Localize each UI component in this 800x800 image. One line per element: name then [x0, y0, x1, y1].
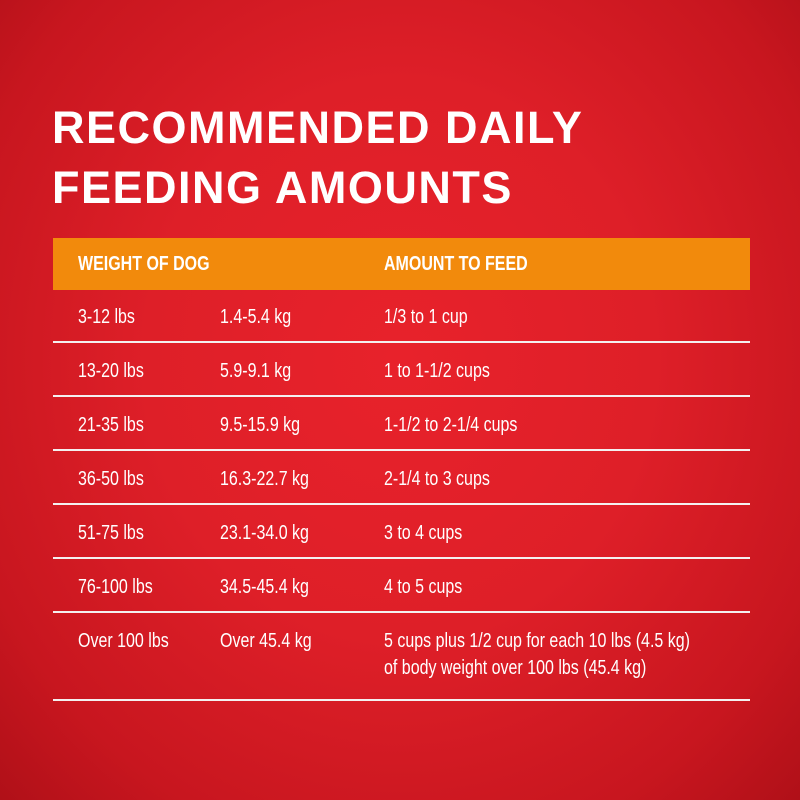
- feed-amount: 4 to 5 cups: [384, 576, 463, 598]
- row-divider: [53, 395, 750, 397]
- header-amount: AMOUNT TO FEED: [384, 253, 528, 275]
- row-divider: [53, 341, 750, 343]
- row-divider: [53, 449, 750, 451]
- table-row: 3-12 lbs 1.4-5.4 kg 1/3 to 1 cup: [53, 290, 750, 343]
- weight-lbs: Over 100 lbs: [78, 630, 169, 652]
- weight-kg: 9.5-15.9 kg: [220, 414, 301, 436]
- weight-lbs: 76-100 lbs: [78, 576, 153, 598]
- table-header: WEIGHT OF DOG AMOUNT TO FEED: [53, 238, 750, 290]
- row-divider: [53, 557, 750, 559]
- title-line-1: RECOMMENDED DAILY: [52, 102, 584, 153]
- weight-lbs: 36-50 lbs: [78, 468, 144, 490]
- weight-kg: Over 45.4 kg: [220, 630, 312, 652]
- header-weight: WEIGHT OF DOG: [78, 253, 210, 275]
- feed-amount: 1 to 1-1/2 cups: [384, 360, 490, 382]
- weight-lbs: 13-20 lbs: [78, 360, 144, 382]
- title-line-2: FEEDING AMOUNTS: [52, 162, 513, 213]
- row-divider: [53, 503, 750, 505]
- table-row: Over 100 lbs Over 45.4 kg 5 cups plus 1/2 …: [53, 614, 750, 701]
- weight-kg: 5.9-9.1 kg: [220, 360, 292, 382]
- feed-amount-line-2: of body weight over 100 lbs (45.4 kg): [384, 657, 647, 679]
- weight-kg: 1.4-5.4 kg: [220, 306, 292, 328]
- feed-amount: 5 cups plus 1/2 cup for each 10 lbs (4.5…: [384, 630, 690, 652]
- table-row: 36-50 lbs 16.3-22.7 kg 2-1/4 to 3 cups: [53, 452, 750, 505]
- feed-amount: 1/3 to 1 cup: [384, 306, 468, 328]
- table-row: 13-20 lbs 5.9-9.1 kg 1 to 1-1/2 cups: [53, 344, 750, 397]
- weight-kg: 34.5-45.4 kg: [220, 576, 309, 598]
- weight-lbs: 21-35 lbs: [78, 414, 144, 436]
- table-row: 76-100 lbs 34.5-45.4 kg 4 to 5 cups: [53, 560, 750, 613]
- feed-amount: 1-1/2 to 2-1/4 cups: [384, 414, 518, 436]
- feed-amount: 2-1/4 to 3 cups: [384, 468, 490, 490]
- weight-lbs: 3-12 lbs: [78, 306, 135, 328]
- weight-lbs: 51-75 lbs: [78, 522, 144, 544]
- weight-kg: 16.3-22.7 kg: [220, 468, 309, 490]
- row-divider: [53, 611, 750, 613]
- table-row: 21-35 lbs 9.5-15.9 kg 1-1/2 to 2-1/4 cups: [53, 398, 750, 451]
- page-title: RECOMMENDED DAILY FEEDING AMOUNTS: [52, 98, 583, 218]
- row-divider: [53, 699, 750, 701]
- feed-amount: 3 to 4 cups: [384, 522, 463, 544]
- weight-kg: 23.1-34.0 kg: [220, 522, 309, 544]
- table-row: 51-75 lbs 23.1-34.0 kg 3 to 4 cups: [53, 506, 750, 559]
